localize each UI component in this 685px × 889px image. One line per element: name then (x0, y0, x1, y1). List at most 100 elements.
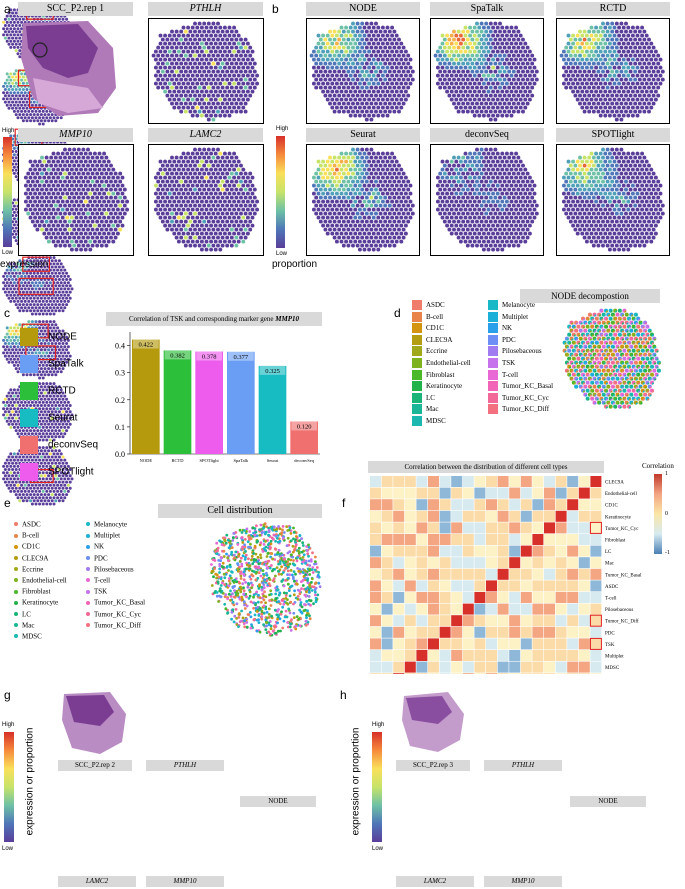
spot (465, 203, 470, 208)
spot (385, 159, 390, 164)
spot (493, 61, 498, 66)
spot (481, 151, 486, 156)
spot (174, 155, 179, 160)
spot (387, 211, 392, 216)
spot (332, 195, 337, 200)
spot (582, 29, 587, 34)
spot (316, 81, 321, 86)
spot (628, 203, 633, 208)
spot (603, 191, 608, 196)
spot (364, 101, 369, 106)
spot (172, 81, 177, 86)
spot (360, 147, 365, 152)
spot (325, 49, 330, 54)
cell-type-legend-item: Mac (412, 404, 438, 415)
cell-type-legend-item: CD1C (412, 323, 444, 334)
spot (568, 211, 573, 216)
spot (218, 183, 223, 188)
method-legend-item: RCTD (20, 382, 76, 400)
spot (582, 109, 587, 114)
spot (330, 81, 335, 86)
spot (167, 49, 172, 54)
spot (367, 239, 372, 244)
spot (484, 219, 489, 224)
spot (601, 101, 605, 106)
spot (23, 191, 28, 196)
spot (88, 183, 93, 188)
spot (472, 97, 477, 102)
spot (621, 33, 626, 38)
spot (642, 29, 647, 34)
spot (568, 187, 573, 192)
spot (83, 151, 88, 156)
pie-slice (608, 322, 611, 325)
spot (250, 191, 255, 196)
pie-slice (585, 354, 588, 357)
spot (376, 89, 381, 94)
spot (447, 203, 452, 208)
spot (220, 203, 225, 208)
pie-slice (617, 362, 620, 365)
spot (475, 29, 479, 34)
spot (53, 179, 58, 184)
spot (488, 211, 493, 216)
spot (378, 195, 383, 200)
spot (341, 101, 346, 106)
pie-slice (624, 326, 627, 329)
spot (330, 167, 335, 172)
spot (360, 61, 365, 66)
spot (344, 105, 349, 110)
spot (216, 77, 220, 82)
spot (183, 45, 188, 50)
cell-type-swatch (412, 334, 422, 345)
pie-slice (587, 382, 590, 385)
spot (197, 219, 202, 224)
pie-slice (612, 330, 615, 333)
spot (397, 227, 401, 232)
pie-slice (589, 378, 592, 381)
spot (241, 65, 246, 70)
spot (241, 223, 246, 228)
spot (589, 105, 594, 110)
spot (445, 183, 450, 188)
spot (76, 243, 81, 248)
spot (334, 207, 339, 212)
spot (594, 105, 599, 110)
spot (514, 159, 519, 164)
spot (619, 93, 624, 98)
spot (495, 89, 500, 94)
spot (202, 69, 207, 74)
pie-slice (612, 314, 615, 317)
spot (193, 235, 197, 240)
spot (245, 199, 250, 204)
pie-slice (647, 350, 650, 353)
spot (559, 53, 564, 58)
spot (81, 195, 86, 200)
spot (225, 163, 230, 168)
spot (523, 175, 528, 180)
spot (339, 105, 344, 110)
spot (160, 203, 165, 208)
spot (603, 81, 608, 86)
spot (403, 89, 408, 94)
spot (614, 227, 619, 232)
spot (527, 191, 532, 196)
spot (378, 227, 383, 232)
spot (587, 109, 592, 114)
spot (334, 223, 339, 228)
spot (596, 155, 601, 160)
spot (449, 65, 454, 70)
spot (630, 167, 635, 172)
pie-slice (622, 378, 625, 381)
spot (477, 33, 482, 38)
spot (316, 33, 321, 38)
spot (521, 61, 525, 66)
spot (598, 167, 603, 172)
spot (88, 247, 93, 252)
spot (33, 207, 38, 212)
spot (344, 239, 349, 244)
spot (355, 163, 360, 168)
spot (502, 109, 507, 114)
spot (637, 77, 642, 82)
spot (341, 93, 346, 98)
